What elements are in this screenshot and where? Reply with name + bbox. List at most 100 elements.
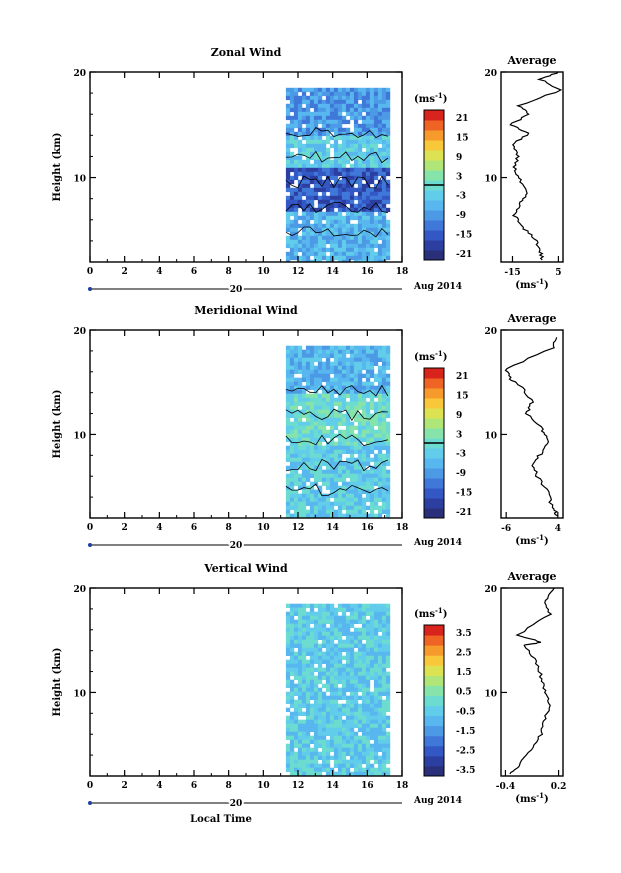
heatmap-cell	[349, 405, 355, 410]
heatmap-cell	[381, 191, 387, 197]
heatmap-cell	[321, 413, 327, 418]
heatmap-cell	[385, 151, 391, 157]
heatmap-cell	[337, 509, 343, 514]
heatmap-cell	[297, 119, 303, 125]
heatmap-cell	[325, 683, 331, 688]
heatmap-cell	[381, 243, 387, 249]
heatmap-cell	[325, 611, 331, 616]
heatmap-cell	[341, 631, 347, 636]
heatmap-cell	[285, 135, 291, 141]
heatmap-cell	[285, 643, 291, 648]
contour-line	[285, 433, 389, 446]
heatmap-cell	[357, 445, 363, 450]
heatmap-cell	[325, 227, 331, 233]
heatmap-cell	[293, 687, 299, 692]
heatmap-cell	[361, 357, 367, 362]
heatmap-cell	[321, 417, 327, 422]
heatmap-cell	[301, 513, 307, 518]
heatmap-cell	[357, 489, 363, 494]
heatmap-cell	[373, 183, 379, 189]
heatmap-cell	[373, 187, 379, 193]
heatmap-cell	[341, 87, 347, 93]
heatmap-cell	[349, 111, 355, 117]
heatmap-cell	[309, 187, 315, 193]
heatmap-cell	[377, 489, 383, 494]
heatmap-cell	[285, 659, 291, 664]
heatmap-cell	[325, 707, 331, 712]
colorbar-unit: (ms-1)	[414, 349, 447, 363]
heatmap-cell	[297, 453, 303, 458]
heatmap-cell	[309, 167, 315, 173]
heatmap-cell	[381, 611, 387, 616]
heatmap-cell	[329, 389, 335, 394]
heatmap-cell	[321, 481, 327, 486]
heatmap-cell	[345, 191, 351, 197]
heatmap-cell	[357, 131, 363, 137]
heatmap-cell	[369, 115, 375, 121]
heatmap-cell	[313, 771, 319, 776]
heatmap-cell	[329, 493, 335, 498]
heatmap-cell	[341, 619, 347, 624]
heatmap-cell	[289, 425, 295, 430]
heatmap-cell	[345, 151, 351, 157]
heatmap-cell	[333, 103, 339, 109]
heatmap-cell	[381, 171, 387, 177]
heatmap-cell	[293, 207, 299, 213]
heatmap-cell	[341, 727, 347, 732]
heatmap-cell	[337, 243, 343, 249]
heatmap-cell	[385, 239, 391, 245]
heatmap-cell	[309, 497, 315, 502]
heatmap-cell	[289, 385, 295, 390]
heatmap-cell	[293, 699, 299, 704]
heatmap-cell	[285, 199, 291, 205]
heatmap-cell	[313, 651, 319, 656]
heatmap-cell	[365, 437, 371, 442]
heatmap-cell	[321, 473, 327, 478]
heatmap-cell	[345, 619, 351, 624]
heatmap-cell	[313, 191, 319, 197]
heatmap-cell	[361, 659, 367, 664]
heatmap-cell	[305, 699, 311, 704]
heatmap-cell	[333, 401, 339, 406]
heatmap-cell	[285, 385, 291, 390]
colorbar-segment	[424, 408, 444, 419]
heatmap-cell	[309, 715, 315, 720]
heatmap-cell	[365, 353, 371, 358]
heatmap-cell	[385, 743, 391, 748]
heatmap-cell	[321, 501, 327, 506]
heatmap-cell	[357, 611, 363, 616]
heatmap-cell	[337, 477, 343, 482]
heatmap-cell	[321, 143, 327, 149]
heatmap-cell	[377, 417, 383, 422]
heatmap-cell	[357, 755, 363, 760]
colorbar-segment	[424, 468, 444, 479]
heatmap-cell	[297, 425, 303, 430]
heatmap-cell	[337, 349, 343, 354]
heatmap-cell	[361, 651, 367, 656]
heatmap-cell	[369, 715, 375, 720]
heatmap-cell	[313, 385, 319, 390]
heatmap-cell	[369, 477, 375, 482]
heatmap-cell	[317, 497, 323, 502]
heatmap-cell	[377, 123, 383, 129]
heatmap-cell	[329, 723, 335, 728]
heatmap-cell	[369, 755, 375, 760]
colorbar-segment	[424, 665, 444, 676]
heatmap-cell	[289, 369, 295, 374]
heatmap-cell	[361, 215, 367, 221]
heatmap-cell	[285, 695, 291, 700]
colorbar-tick-label: 15	[456, 391, 469, 401]
heatmap-cell	[301, 243, 307, 249]
heatmap-cell	[337, 195, 343, 201]
heatmap-cell	[293, 703, 299, 708]
heatmap-cell	[361, 715, 367, 720]
heatmap-cell	[325, 163, 331, 169]
heatmap-cell	[301, 643, 307, 648]
heatmap-cell	[313, 707, 319, 712]
heatmap-cell	[329, 127, 335, 133]
heatmap-cell	[317, 663, 323, 668]
heatmap-cell	[333, 413, 339, 418]
heatmap-cell	[369, 397, 375, 402]
heatmap-cell	[361, 679, 367, 684]
heatmap-cell	[297, 473, 303, 478]
